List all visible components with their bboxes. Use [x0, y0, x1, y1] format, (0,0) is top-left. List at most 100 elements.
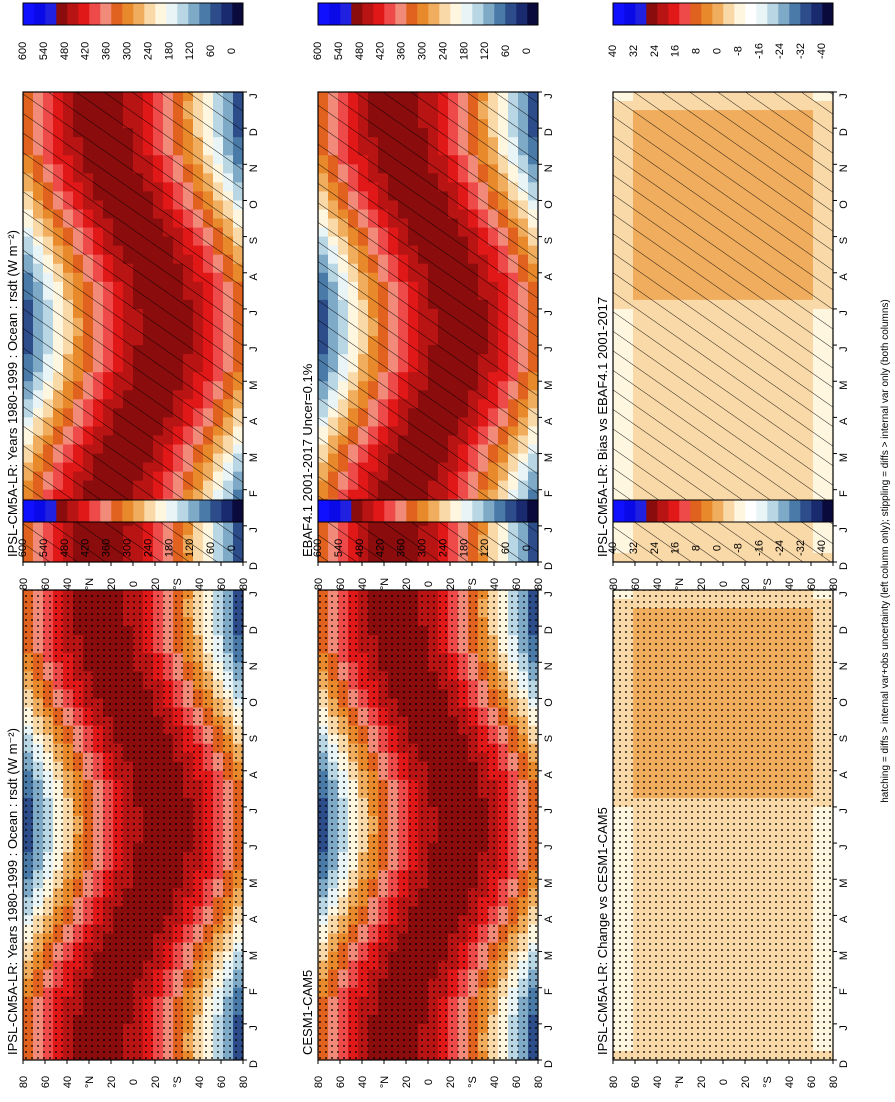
- lat-tick-label: 20: [401, 1076, 413, 1088]
- colorbar-swatch: [122, 3, 134, 25]
- colorbar-swatch: [177, 500, 189, 522]
- month-tick-label: F: [248, 988, 260, 995]
- colorbar-label: 420: [375, 539, 387, 557]
- lat-tick-label: 60: [335, 578, 347, 590]
- colorbar-swatch: [527, 500, 539, 522]
- lat-tick-label: 40: [62, 578, 74, 590]
- lat-tick-label: 40: [489, 578, 501, 590]
- lat-tick-label: 40: [357, 578, 369, 590]
- month-tick-label: M: [543, 951, 555, 960]
- lat-tick-label: 20: [150, 578, 162, 590]
- colorbar-swatch: [166, 500, 178, 522]
- colorbar-swatch: [34, 3, 46, 25]
- stippling-overlay: [23, 590, 243, 1060]
- month-tick-label: N: [248, 662, 260, 670]
- lat-tick-label: 40: [489, 1076, 501, 1088]
- colorbar-label: 360: [101, 539, 113, 557]
- month-tick-label: J: [543, 93, 555, 99]
- colorbar-label: 600: [17, 42, 29, 60]
- colorbar-label: 60: [205, 542, 217, 554]
- colorbar-swatch: [494, 3, 506, 25]
- lat-tick-label: 20: [445, 1076, 457, 1088]
- month-tick-label: J: [248, 310, 260, 316]
- colorbar-frame: [317, 499, 539, 523]
- lat-tick-label: 60: [511, 1076, 523, 1088]
- colorbar-swatch: [340, 3, 352, 25]
- colorbar-swatch: [199, 500, 211, 522]
- month-tick-label: D: [543, 128, 555, 136]
- colorbar-swatch: [56, 3, 68, 25]
- month-tick-label: J: [543, 1025, 555, 1031]
- colorbar-swatch: [221, 500, 233, 522]
- month-tick-label: A: [543, 770, 555, 778]
- colorbar-label: 120: [184, 42, 196, 60]
- colorbar-swatch: [133, 500, 145, 522]
- lat-tick-label: °S: [172, 1076, 184, 1088]
- month-tick-label: J: [543, 591, 555, 597]
- lat-tick-label: 0: [128, 1079, 140, 1085]
- lat-tick-label: 20: [445, 578, 457, 590]
- colorbar-swatch: [45, 500, 57, 522]
- colorbar-swatch: [23, 500, 35, 522]
- lat-tick-label: °S: [467, 1076, 479, 1088]
- colorbar-label: 480: [59, 42, 71, 60]
- colorbar-label: 180: [163, 42, 175, 60]
- colorbar-swatch: [78, 500, 90, 522]
- colorbar-swatch: [450, 500, 462, 522]
- month-tick-label: A: [248, 770, 260, 778]
- lat-tick-label: °S: [467, 578, 479, 590]
- lat-tick-label: 60: [40, 1076, 52, 1088]
- colorbar-swatch: [395, 500, 407, 522]
- lat-tick-label: °N: [379, 578, 391, 590]
- month-tick-label: N: [543, 662, 555, 670]
- colorbar-swatch: [373, 500, 385, 522]
- colorbar-swatch: [472, 500, 484, 522]
- panel-title: CESM1-CAM5: [300, 970, 315, 1055]
- colorbar-frame: [22, 2, 244, 26]
- lat-tick-label: 80: [18, 1076, 30, 1088]
- colorbar-label: 480: [59, 539, 71, 557]
- lat-tick-label: 40: [357, 1076, 369, 1088]
- colorbar-swatch: [67, 3, 79, 25]
- month-tick-label: M: [248, 453, 260, 462]
- colorbar-swatch: [483, 3, 495, 25]
- colorbar-swatch: [122, 500, 134, 522]
- colorbar-swatch: [384, 500, 396, 522]
- colorbar-swatch: [362, 500, 374, 522]
- colorbar-label: 240: [142, 539, 154, 557]
- month-tick-label: F: [248, 490, 260, 497]
- colorbar-swatch: [23, 3, 35, 25]
- lat-tick-label: 40: [194, 1076, 206, 1088]
- colorbar-swatch: [210, 500, 222, 522]
- colorbar-swatch: [461, 500, 473, 522]
- colorbar-label: 420: [80, 42, 92, 60]
- colorbar-swatch: [111, 3, 123, 25]
- colorbar-label: 480: [354, 539, 366, 557]
- colorbar-label: 240: [437, 42, 449, 60]
- colorbar-swatch: [89, 500, 101, 522]
- month-tick-label: D: [543, 626, 555, 634]
- colorbar-swatch: [111, 500, 123, 522]
- lat-tick-label: 80: [238, 1076, 250, 1088]
- month-tick-label: O: [248, 200, 260, 209]
- colorbar-label: 180: [458, 42, 470, 60]
- colorbar-swatch: [450, 3, 462, 25]
- colorbar-swatch: [351, 3, 363, 25]
- lat-tick-label: 60: [511, 578, 523, 590]
- colorbar-label: 420: [375, 42, 387, 60]
- colorbar-swatch: [34, 500, 46, 522]
- colorbar-swatch: [210, 3, 222, 25]
- colorbar-swatch: [373, 3, 385, 25]
- colorbar-swatch: [428, 500, 440, 522]
- colorbar-swatch: [318, 3, 330, 25]
- lat-tick-label: 60: [216, 1076, 228, 1088]
- colorbar-swatch: [516, 3, 528, 25]
- month-tick-label: M: [543, 879, 555, 888]
- lat-tick-label: 40: [62, 1076, 74, 1088]
- colorbar-swatch: [472, 3, 484, 25]
